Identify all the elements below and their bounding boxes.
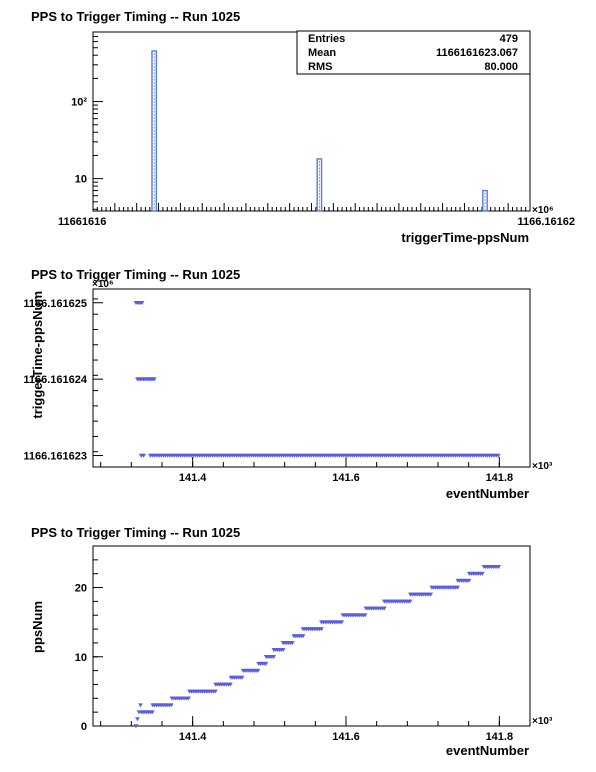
chart-3-frame [92, 545, 531, 727]
chart-2-frame [92, 288, 531, 468]
x-tick-label: 141.6 [332, 472, 360, 484]
data-point [428, 592, 434, 597]
data-point [362, 613, 368, 618]
data-point [319, 627, 324, 632]
chart-1-x-axis [92, 203, 531, 211]
chart-2-x-axis: 141.4 141.6 141.8 [100, 457, 531, 484]
y-tick-label: 10² [71, 97, 87, 109]
chart-2-y-axis: 1166.161623 1166.161624 1166.161625 [23, 298, 103, 468]
stats-entries-value: 479 [500, 33, 518, 45]
chart-2-points [133, 300, 501, 458]
x-tick-label: 141.8 [486, 472, 514, 484]
chart-1-x-tick-right: 1166.16162 [517, 216, 575, 228]
chart-3-title: PPS to Trigger Timing -- Run 1025 [31, 525, 240, 540]
y-tick-label: 1166.161625 [23, 298, 87, 310]
data-point [466, 578, 472, 583]
data-point [212, 689, 218, 694]
data-point [168, 703, 174, 708]
stats-mean-label: Mean [308, 47, 336, 59]
y-tick-label: 20 [75, 583, 87, 595]
chart-3-x-axis-title: eventNumber [446, 743, 529, 758]
stats-entries-label: Entries [308, 33, 345, 45]
x-tick-label: 141.4 [179, 472, 207, 484]
stats-box-frame [296, 30, 531, 75]
chart-2-title: PPS to Trigger Timing -- Run 1025 [31, 267, 240, 282]
data-point [300, 634, 306, 639]
data-point [289, 641, 295, 646]
data-point [339, 620, 345, 625]
x-tick-label: 141.4 [179, 731, 207, 743]
panel-1-histogram: PPS to Trigger Timing -- Run 1025 1010² … [31, 9, 575, 245]
x-tick-label: 141.8 [486, 731, 514, 743]
chart-3-y-axis-title: ppsNum [30, 601, 45, 653]
data-point [139, 300, 145, 305]
data-point [496, 564, 502, 569]
y-tick-label: 10 [75, 174, 87, 186]
chart-1-y-axis: 10 10² [71, 31, 103, 210]
chart-2-y-axis-title: triggerTime-ppsNum [30, 291, 45, 419]
stats-mean-value: 1166161623.067 [436, 47, 518, 59]
chart-1-x-tick-left: 11661616 [58, 216, 106, 228]
panel-3-scatter: PPS to Trigger Timing -- Run 1025 01020 … [30, 525, 553, 758]
chart-2-x-axis-title: eventNumber [446, 486, 529, 501]
data-point [495, 453, 501, 458]
y-tick-label: 1166.161624 [23, 374, 88, 386]
y-tick-label: 1166.161623 [23, 451, 87, 463]
panel-2-scatter: PPS to Trigger Timing -- Run 1025 1166.1… [23, 267, 553, 501]
chart-1-bars [151, 50, 488, 212]
chart-2-x-multiplier: ×10³ [532, 461, 553, 472]
chart-3-points [133, 564, 502, 729]
y-tick-label: 0 [81, 721, 87, 733]
chart-1-x-axis-title: triggerTime-ppsNum [401, 230, 529, 245]
data-point [263, 661, 269, 666]
data-point [149, 710, 155, 715]
data-point [151, 377, 157, 382]
data-point [280, 648, 286, 653]
data-point [239, 675, 245, 680]
data-point [186, 696, 191, 701]
data-point [227, 682, 233, 687]
data-point [133, 724, 139, 729]
y-tick-label: 10 [75, 652, 87, 664]
chart-1-x-multiplier: ×10⁶ [532, 205, 554, 216]
data-point [255, 668, 261, 673]
data-point [407, 599, 413, 604]
chart-3-x-multiplier: ×10³ [532, 716, 553, 727]
chart-1-stats-box: Entries 479 Mean 1166161623.067 RMS 80.0… [296, 30, 531, 75]
chart-3-y-axis: 0 10 20 [75, 545, 103, 733]
data-point [381, 606, 387, 611]
stats-rms-value: 80.000 [484, 61, 518, 73]
chart-3-x-axis: 141.4 141.6 141.8 [100, 716, 531, 743]
chart-1-title: PPS to Trigger Timing -- Run 1025 [31, 9, 240, 24]
data-point [135, 717, 140, 722]
data-point [141, 453, 146, 458]
data-point [138, 703, 143, 708]
data-point [271, 654, 277, 659]
x-tick-label: 141.6 [332, 731, 360, 743]
chart-2-y-multiplier: ×10⁶ [92, 279, 114, 290]
data-point [479, 571, 485, 576]
data-point [455, 585, 461, 590]
stats-rms-label: RMS [308, 61, 332, 73]
